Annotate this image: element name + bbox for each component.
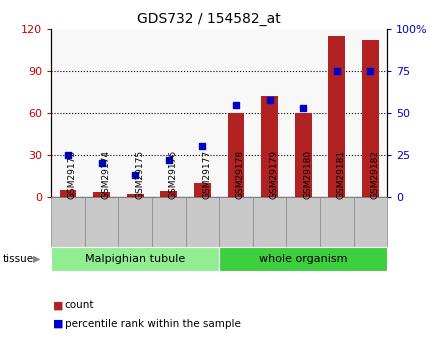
Point [333, 68, 340, 74]
Bar [127, 194, 144, 197]
Text: GSM29177: GSM29177 [202, 150, 211, 199]
Text: GSM29182: GSM29182 [370, 150, 379, 199]
Point [65, 152, 72, 158]
Bar [219, 197, 253, 247]
Bar [320, 197, 354, 247]
Point [299, 105, 307, 111]
Text: ▶: ▶ [33, 254, 40, 264]
Point [199, 144, 206, 149]
Bar [118, 197, 152, 247]
Bar [328, 36, 345, 197]
Bar [219, 247, 387, 271]
Text: GSM29180: GSM29180 [303, 150, 312, 199]
Bar [227, 113, 244, 197]
Point [367, 68, 374, 74]
Text: GSM29175: GSM29175 [135, 150, 144, 199]
Bar [152, 197, 186, 247]
Text: GSM29179: GSM29179 [270, 150, 279, 199]
Bar [51, 197, 85, 247]
Bar [93, 193, 110, 197]
Bar [295, 113, 312, 197]
Point [132, 172, 139, 178]
Bar [85, 197, 118, 247]
Point [232, 102, 239, 107]
Bar [160, 191, 177, 197]
Text: percentile rank within the sample: percentile rank within the sample [65, 319, 240, 328]
Bar [186, 197, 219, 247]
Text: GSM29173: GSM29173 [68, 150, 77, 199]
Point [98, 160, 105, 166]
Bar [261, 96, 278, 197]
Point [266, 97, 273, 102]
Bar [60, 190, 77, 197]
Text: ■: ■ [53, 319, 64, 328]
Text: Malpighian tubule: Malpighian tubule [85, 254, 185, 264]
Text: ■: ■ [53, 300, 64, 310]
Text: count: count [65, 300, 94, 310]
Text: whole organism: whole organism [259, 254, 348, 264]
Text: GSM29176: GSM29176 [169, 150, 178, 199]
Bar [287, 197, 320, 247]
Bar [362, 40, 379, 197]
Point [165, 157, 172, 162]
Bar [353, 197, 387, 247]
Bar [194, 183, 211, 197]
Bar [253, 197, 287, 247]
Bar [51, 247, 219, 271]
Text: GDS732 / 154582_at: GDS732 / 154582_at [137, 12, 281, 26]
Text: GSM29174: GSM29174 [101, 150, 110, 199]
Text: GSM29178: GSM29178 [236, 150, 245, 199]
Text: tissue: tissue [2, 254, 33, 264]
Text: GSM29181: GSM29181 [337, 150, 346, 199]
